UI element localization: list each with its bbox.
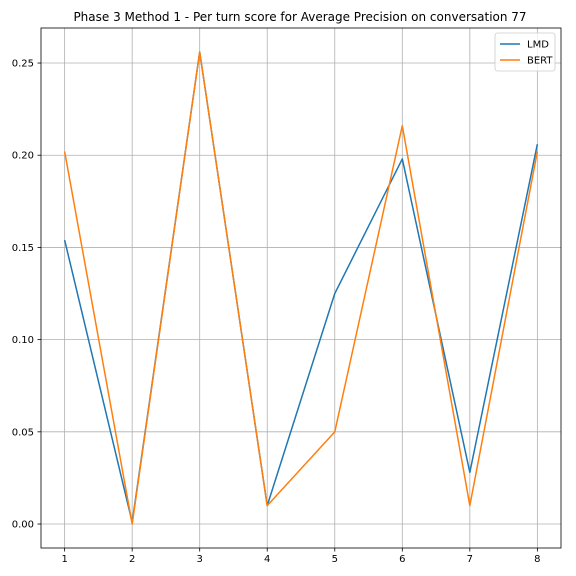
chart-title: Phase 3 Method 1 - Per turn score for Av… [73, 10, 526, 24]
x-tick-label: 4 [264, 554, 270, 565]
axis-ticks: 1 2 3 4 5 6 7 8 0.00 0.05 0.10 0.15 0.20 0.25 [12, 59, 541, 565]
series-line-bert [63, 51, 539, 525]
legend-label: LMD [527, 40, 549, 51]
legend: LMD BERT [494, 32, 556, 72]
x-tick-label: 7 [467, 554, 473, 565]
y-tick-label: 0.05 [12, 427, 34, 438]
x-tick-label: 6 [399, 554, 405, 565]
y-tick-label: 0.15 [12, 243, 34, 254]
y-tick-label: 0.00 [12, 520, 34, 531]
y-tick-label: 0.10 [12, 335, 34, 346]
legend-label: BERT [527, 56, 553, 67]
y-tick-label: 0.20 [12, 151, 34, 162]
x-tick-label: 1 [61, 554, 67, 565]
grid [41, 28, 561, 548]
plot-frame [40, 27, 562, 549]
x-tick-label: 5 [332, 554, 338, 565]
x-tick-label: 3 [197, 554, 203, 565]
legend-box [494, 32, 556, 72]
y-tick-label: 0.25 [12, 59, 34, 70]
x-tick-label: 2 [129, 554, 135, 565]
series-lines [63, 51, 539, 525]
x-tick-label: 8 [534, 554, 540, 565]
